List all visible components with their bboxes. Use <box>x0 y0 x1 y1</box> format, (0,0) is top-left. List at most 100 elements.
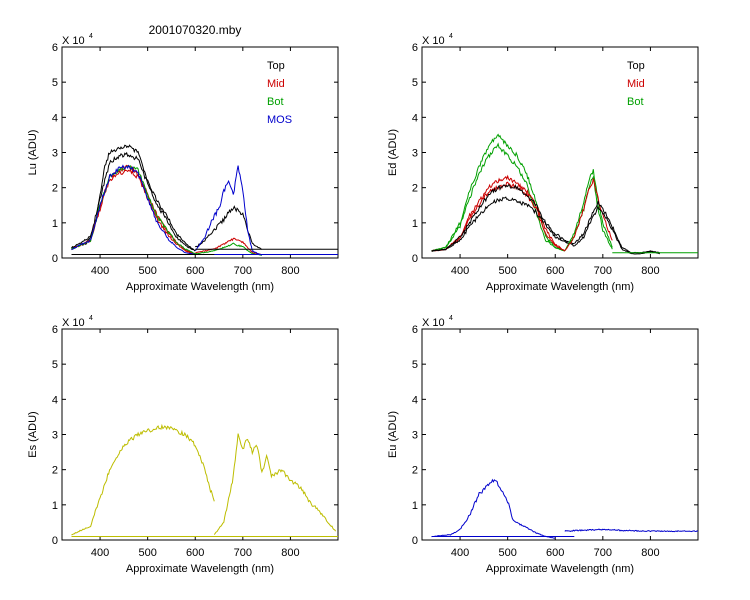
y-tick-label: 0 <box>52 253 58 265</box>
chart-es: 0 1 2 3 4 5 6 400 500 600 700 800 X 10 4 Approximate W… <box>27 315 339 575</box>
series-line-top <box>194 205 262 250</box>
y-tick-label: 6 <box>412 42 418 54</box>
x-tick-label: 700 <box>234 265 252 277</box>
series-line-eu <box>564 528 698 533</box>
legend-entry: MOS <box>267 114 292 126</box>
series-line-top <box>431 196 575 252</box>
y-tick-label: 4 <box>52 394 58 406</box>
y-tick-label: 1 <box>412 500 418 512</box>
series-line-bot <box>431 133 565 252</box>
y-tick-label: 3 <box>412 148 418 160</box>
y-multiplier: X 10 <box>62 317 85 329</box>
series-line-mid <box>195 237 262 255</box>
series-line-mos <box>71 164 196 255</box>
series-line-bot <box>564 169 613 251</box>
x-axis-label: Approximate Wavelength (nm) <box>126 563 274 575</box>
chart-lu: 0 1 2 3 4 5 6 400 500 600 700 800 X 10 4 Approximate W… <box>27 33 339 293</box>
y-tick-label: 6 <box>412 324 418 336</box>
series-group <box>431 478 698 539</box>
series-line-es <box>213 433 337 535</box>
x-tick-label: 400 <box>451 547 469 559</box>
legend-entry: Bot <box>267 96 284 108</box>
y-exponent: 4 <box>89 33 93 40</box>
series-line-eu <box>431 478 556 539</box>
y-tick-label: 3 <box>52 430 58 442</box>
x-tick-label: 500 <box>138 265 156 277</box>
plot-frame <box>61 46 339 259</box>
y-axis-label: Lu (ADU) <box>27 130 39 176</box>
y-tick-label: 2 <box>52 183 58 195</box>
series-line-es <box>71 423 215 536</box>
y-multiplier: X 10 <box>62 35 85 47</box>
x-axis-label: Approximate Wavelength (nm) <box>486 563 634 575</box>
series-line-mid <box>431 181 566 252</box>
series-line-top <box>431 184 575 252</box>
legend-entry: Bot <box>627 96 644 108</box>
y-tick-label: 0 <box>412 253 418 265</box>
y-tick-label: 4 <box>412 394 418 406</box>
plot-frame <box>421 328 699 541</box>
y-tick-label: 2 <box>412 465 418 477</box>
y-tick-label: 0 <box>52 535 58 547</box>
x-tick-label: 500 <box>498 547 516 559</box>
x-tick-label: 500 <box>138 547 156 559</box>
legend-entry: Top <box>627 60 645 72</box>
y-tick-label: 1 <box>412 218 418 230</box>
y-exponent: 4 <box>89 315 93 322</box>
y-axis-label: Ed (ADU) <box>387 129 399 176</box>
x-tick-label: 700 <box>234 547 252 559</box>
x-axis-label: Approximate Wavelength (nm) <box>486 281 634 293</box>
y-exponent: 4 <box>449 33 453 40</box>
x-tick-label: 500 <box>498 265 516 277</box>
x-tick-label: 800 <box>641 265 659 277</box>
x-tick-label: 800 <box>281 265 299 277</box>
plot-frame <box>421 46 699 259</box>
x-tick-label: 400 <box>91 547 109 559</box>
y-multiplier: X 10 <box>422 317 445 329</box>
legend-entry: Mid <box>627 78 645 90</box>
y-tick-label: 1 <box>52 500 58 512</box>
legend-entry: Mid <box>267 78 285 90</box>
x-tick-label: 600 <box>186 265 204 277</box>
y-tick-label: 4 <box>52 112 58 124</box>
series-line-top <box>573 206 661 255</box>
x-tick-label: 800 <box>641 547 659 559</box>
x-tick-label: 700 <box>594 547 612 559</box>
plot-frame <box>61 328 339 541</box>
series-line-top <box>71 144 196 252</box>
chart-ed: 0 1 2 3 4 5 6 400 500 600 700 800 X 10 4 Approximate W… <box>387 33 699 293</box>
y-exponent: 4 <box>449 315 453 322</box>
y-tick-label: 3 <box>52 148 58 160</box>
series-group <box>431 133 698 255</box>
series-line-bot <box>194 242 262 256</box>
x-tick-label: 700 <box>594 265 612 277</box>
x-tick-label: 600 <box>186 547 204 559</box>
x-tick-label: 600 <box>546 265 564 277</box>
series-line-mid <box>564 178 613 252</box>
series-line-bot <box>71 165 196 255</box>
chart-eu: 0 1 2 3 4 5 6 400 500 600 700 800 X 10 4 Approximate W… <box>387 315 699 575</box>
series-line-top <box>71 151 196 252</box>
y-axis-label: Eu (ADU) <box>387 411 399 458</box>
x-tick-label: 600 <box>546 547 564 559</box>
y-tick-label: 4 <box>412 112 418 124</box>
series-group <box>71 144 338 256</box>
figure-title: 2001070320.mby <box>149 23 242 37</box>
y-tick-label: 6 <box>52 42 58 54</box>
series-line-mos <box>194 165 263 256</box>
x-tick-label: 400 <box>451 265 469 277</box>
y-tick-label: 2 <box>412 183 418 195</box>
legend-entry: Top <box>267 60 285 72</box>
x-axis-label: Approximate Wavelength (nm) <box>126 281 274 293</box>
y-multiplier: X 10 <box>422 35 445 47</box>
y-axis-label: Es (ADU) <box>27 411 39 457</box>
x-tick-label: 400 <box>91 265 109 277</box>
y-tick-label: 5 <box>52 77 58 89</box>
y-tick-label: 6 <box>52 324 58 336</box>
series-group <box>71 423 338 537</box>
y-tick-label: 3 <box>412 430 418 442</box>
y-tick-label: 1 <box>52 218 58 230</box>
y-tick-label: 5 <box>412 77 418 89</box>
y-tick-label: 5 <box>412 359 418 371</box>
